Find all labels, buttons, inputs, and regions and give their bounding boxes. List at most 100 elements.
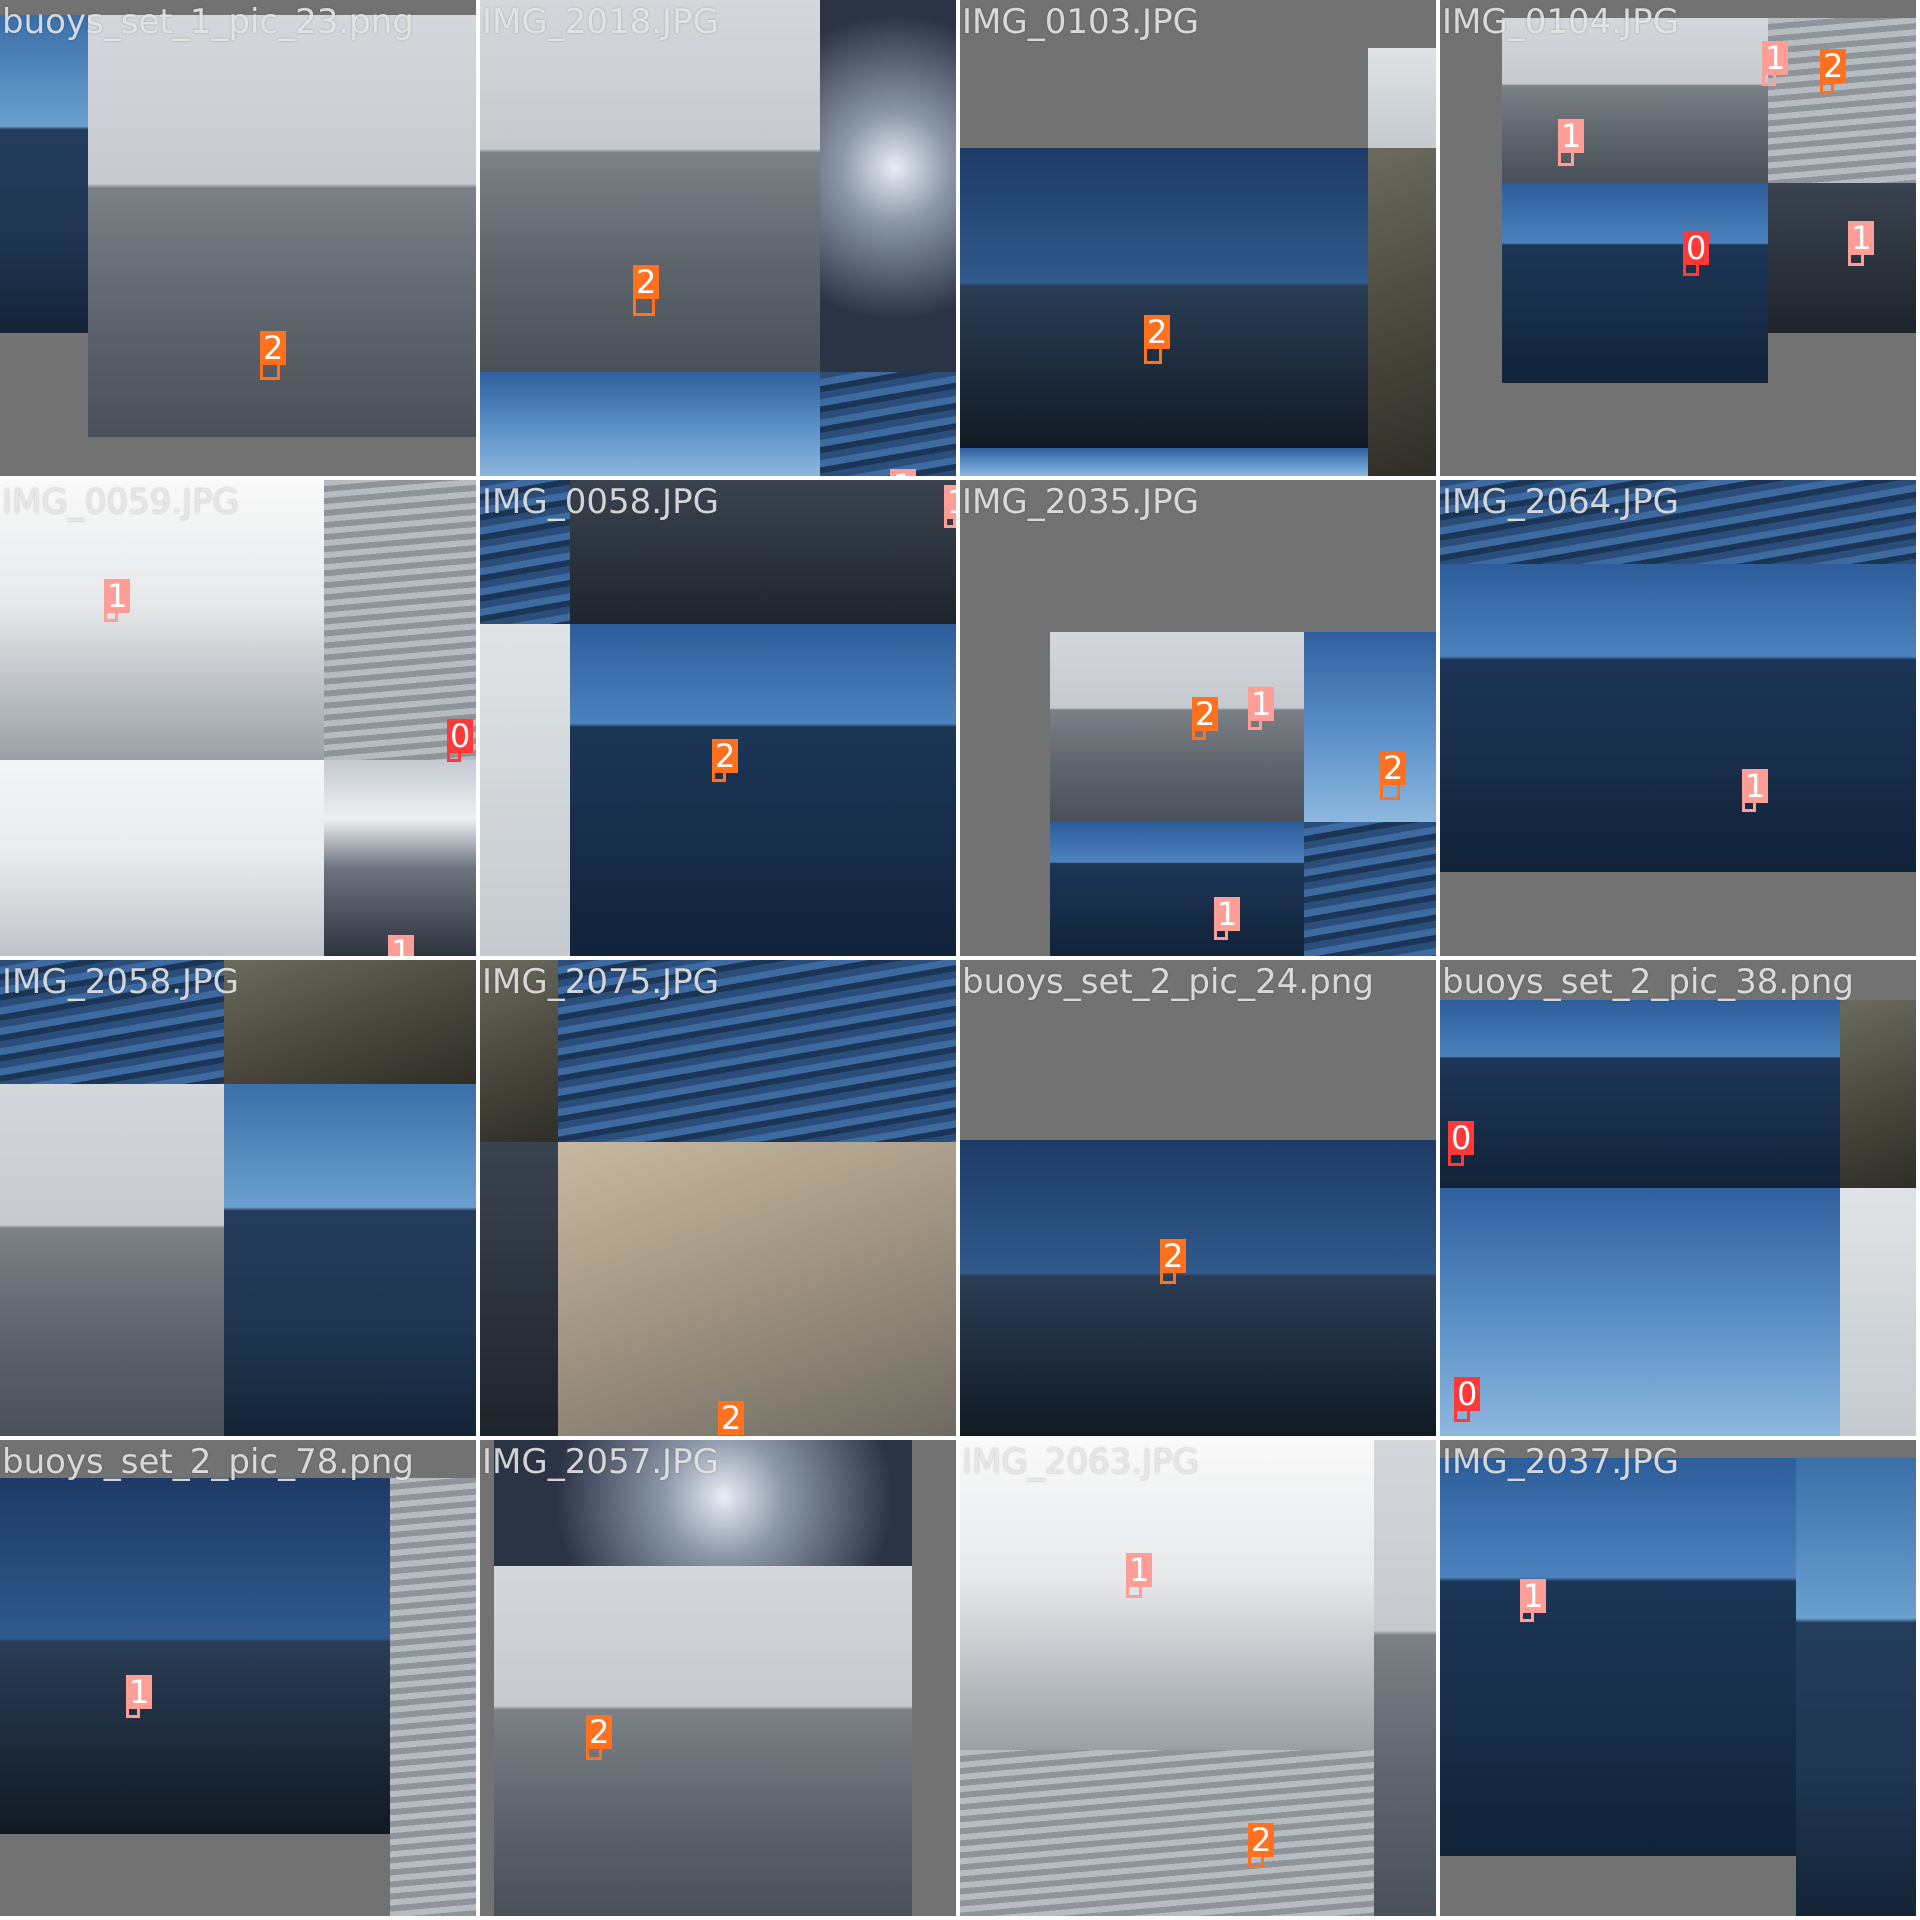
mosaic-cell: 1 2 IMG_2063.JPG (960, 1440, 1440, 1920)
detection-box: 1 (1848, 221, 1875, 266)
detection-box: 2 (712, 739, 739, 782)
photo-tile (390, 1478, 476, 1916)
photo-tile (1368, 48, 1436, 148)
mosaic-cell: 0 0 buoys_set_2_pic_38.png (1440, 960, 1920, 1440)
class-label: 1 (1742, 769, 1769, 803)
class-label: 0 (447, 719, 474, 753)
detection-box: 1 (104, 579, 131, 622)
image-filename: IMG_0058.JPG (482, 482, 719, 522)
photo-tile (570, 624, 956, 956)
photo-tile (1304, 632, 1436, 822)
photo-tile (558, 960, 956, 1142)
photo-tile (1440, 1188, 1840, 1436)
image-filename: buoys_set_2_pic_24.png (962, 962, 1374, 1002)
photo-tile (480, 372, 820, 476)
image-filename: IMG_2037.JPG (1442, 1442, 1679, 1482)
detection-box: 2 (1160, 1239, 1187, 1284)
class-label: 1 (1126, 1553, 1153, 1587)
photo-tile (960, 1140, 1436, 1436)
photo-tile (1796, 1458, 1916, 1916)
detection-box: 1 (126, 1675, 153, 1718)
detection-box: 2 (1192, 697, 1219, 740)
class-label: 2 (1144, 315, 1171, 349)
detection-box: 2 (633, 265, 660, 316)
class-label: 1 (1248, 687, 1275, 721)
class-label: 2 (1192, 697, 1219, 731)
photo-tile (0, 1478, 390, 1834)
class-label: 2 (1160, 1239, 1187, 1273)
image-filename: IMG_0104.JPG (1442, 2, 1679, 42)
mosaic-cell: 2 IMG_0103.JPG (960, 0, 1440, 480)
image-filename: IMG_2018.JPG (482, 2, 719, 42)
class-label: 2 (260, 331, 287, 365)
photo-tile (1050, 632, 1304, 822)
image-filename: buoys_set_2_pic_38.png (1442, 962, 1854, 1002)
detection-box: 2 (1144, 315, 1171, 364)
class-label: 2 (718, 1401, 745, 1435)
photo-tile (494, 1440, 912, 1566)
class-label: 0 (1683, 231, 1710, 265)
mosaic-cell: 2 buoys_set_2_pic_24.png (960, 960, 1440, 1440)
mosaic-cell: 1 buoys_set_2_pic_78.png (0, 1440, 480, 1920)
class-label: 2 (712, 739, 739, 773)
class-label: 1 (126, 1675, 153, 1709)
mosaic-cell: 1 IMG_2064.JPG (1440, 480, 1920, 960)
image-filename: IMG_2064.JPG (1442, 482, 1679, 522)
photo-tile (820, 0, 956, 372)
image-filename: IMG_2075.JPG (482, 962, 719, 1002)
detection-box: 2 (1380, 751, 1407, 800)
photo-tile (480, 480, 570, 624)
class-label: 1 (944, 485, 956, 519)
photo-tile (324, 760, 476, 956)
photo-tile (480, 0, 820, 372)
mosaic-cell: 1 2 IMG_0058.JPG (480, 480, 960, 960)
image-filename: IMG_2058.JPG (2, 962, 239, 1002)
class-label: 0 (1454, 1377, 1481, 1411)
photo-tile (480, 960, 558, 1142)
photo-tile (1440, 564, 1916, 872)
detection-box: 0 (1454, 1377, 1481, 1422)
photo-tile (1440, 480, 1916, 564)
photo-tile (1440, 1458, 1796, 1856)
mosaic-cell: 1 1 2 0 1 IMG_0104.JPG (1440, 0, 1920, 480)
detection-box: 2 (718, 1401, 745, 1436)
photo-tile (570, 480, 956, 624)
detection-box: 2 (260, 331, 287, 380)
image-filename: IMG_0059.JPG (2, 482, 239, 522)
mosaic-cell: 2 1 2 1 IMG_2035.JPG (960, 480, 1440, 960)
class-label: 1 (1558, 119, 1585, 153)
detection-box: 1 (1742, 769, 1769, 812)
photo-tile (1768, 183, 1916, 333)
photo-tile (1768, 18, 1916, 183)
photo-tile (960, 1750, 1374, 1916)
photo-tile (324, 480, 476, 760)
photo-tile (0, 15, 88, 333)
class-label: 2 (1248, 1823, 1275, 1857)
photo-tile (1840, 1000, 1916, 1188)
photo-tile (88, 15, 476, 437)
mosaic-cell: IMG_2058.JPG (0, 960, 480, 1440)
photo-tile (0, 960, 224, 1084)
photo-tile (494, 1566, 912, 1916)
detection-box: 1 (1762, 41, 1789, 86)
photo-tile (960, 448, 1368, 476)
photo-tile (224, 1084, 476, 1436)
class-label: 2 (1820, 49, 1847, 83)
image-filename: buoys_set_1_pic_23.png (2, 2, 414, 42)
photo-tile (960, 148, 1368, 448)
class-label: 2 (633, 265, 660, 299)
detection-box: 2 (1248, 1823, 1275, 1868)
detection-box: 1 (1248, 687, 1275, 730)
photo-tile (1840, 1188, 1916, 1436)
mosaic-cell: 1 0 1 IMG_0059.JPG (0, 480, 480, 960)
mosaic-cell: 2 IMG_2075.JPG (480, 960, 960, 1440)
image-filename: IMG_2035.JPG (962, 482, 1199, 522)
class-label: 1 (1848, 221, 1875, 255)
class-label: 1 (104, 579, 131, 613)
photo-tile (224, 960, 476, 1084)
class-label: 1 (1762, 41, 1789, 75)
detection-box: 1 (1558, 119, 1585, 166)
detection-box: 1 (944, 485, 956, 528)
detection-box: 1 (1126, 1553, 1153, 1598)
